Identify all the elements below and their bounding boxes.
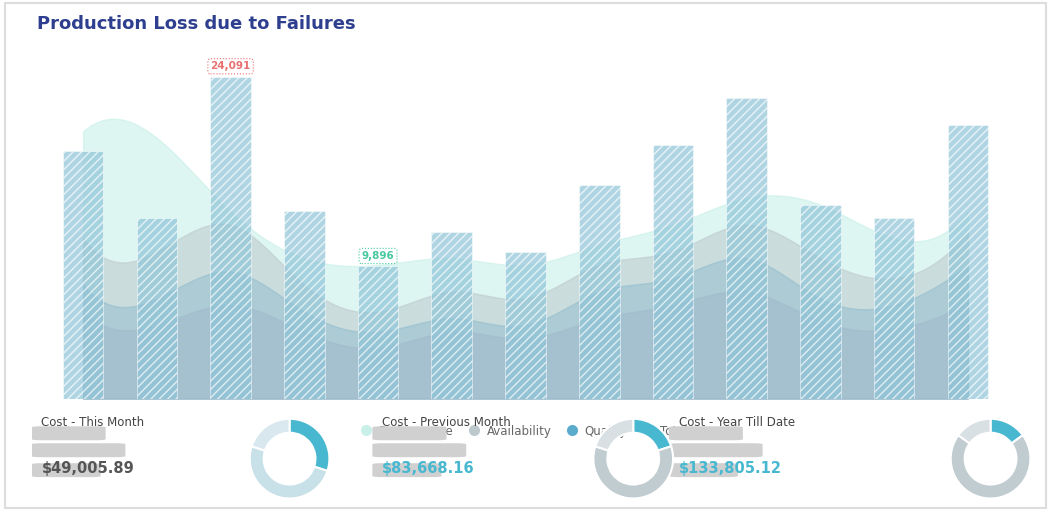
FancyBboxPatch shape: [32, 443, 125, 457]
Bar: [579, 185, 619, 399]
Bar: [432, 231, 472, 399]
Text: $83,668.16: $83,668.16: [383, 461, 475, 476]
Text: $49,005.89: $49,005.89: [41, 461, 135, 476]
Wedge shape: [951, 435, 1030, 499]
FancyBboxPatch shape: [668, 463, 738, 477]
Bar: [800, 205, 841, 399]
Wedge shape: [959, 419, 991, 444]
Wedge shape: [990, 419, 1023, 444]
Wedge shape: [250, 446, 328, 498]
Text: Cost - This Month: Cost - This Month: [41, 416, 145, 429]
FancyBboxPatch shape: [372, 426, 447, 440]
Text: $133,805.12: $133,805.12: [679, 461, 782, 476]
Text: Production Loss due to Failures: Production Loss due to Failures: [37, 15, 355, 33]
Text: Cost - Previous Month: Cost - Previous Month: [383, 416, 511, 429]
Bar: [873, 218, 914, 399]
FancyBboxPatch shape: [372, 463, 441, 477]
FancyBboxPatch shape: [668, 426, 743, 440]
Wedge shape: [594, 446, 673, 499]
Wedge shape: [289, 419, 329, 471]
Text: Cost - Year Till Date: Cost - Year Till Date: [679, 416, 795, 429]
Legend: Performance, Availability, Quality, Total: Performance, Availability, Quality, Tota…: [364, 425, 687, 438]
Bar: [284, 212, 325, 399]
Wedge shape: [251, 419, 290, 451]
FancyBboxPatch shape: [32, 426, 105, 440]
FancyBboxPatch shape: [372, 443, 467, 457]
Bar: [948, 125, 988, 399]
Bar: [357, 266, 398, 399]
Text: 24,091: 24,091: [210, 61, 251, 71]
FancyBboxPatch shape: [32, 463, 101, 477]
Bar: [726, 98, 767, 399]
Wedge shape: [595, 419, 634, 451]
Bar: [653, 145, 694, 399]
Text: 9,896: 9,896: [362, 251, 394, 261]
Bar: [137, 218, 178, 399]
FancyBboxPatch shape: [668, 443, 763, 457]
Bar: [210, 77, 251, 399]
Bar: [63, 151, 103, 399]
Wedge shape: [633, 419, 672, 451]
Bar: [506, 251, 545, 399]
